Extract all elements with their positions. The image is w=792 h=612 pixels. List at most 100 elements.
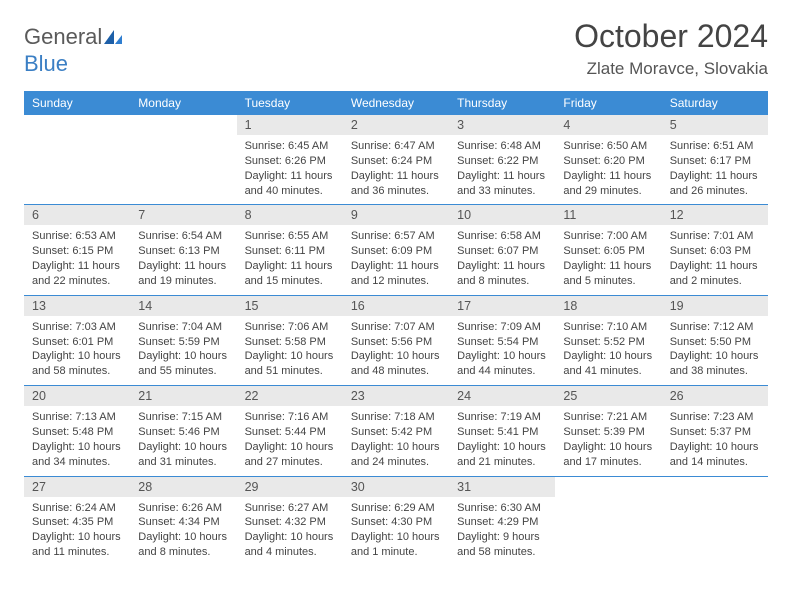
sunset-line: Sunset: 4:32 PM	[245, 515, 335, 530]
daylight-line: Daylight: 10 hours	[457, 440, 547, 455]
sunset-line: Sunset: 5:48 PM	[32, 425, 122, 440]
calendar-week-row: 20Sunrise: 7:13 AMSunset: 5:48 PMDayligh…	[24, 386, 768, 476]
sunrise-line: Sunrise: 6:24 AM	[32, 501, 122, 516]
day-details: Sunrise: 7:18 AMSunset: 5:42 PMDaylight:…	[343, 406, 449, 475]
daylight-line: Daylight: 11 hours	[670, 169, 760, 184]
weekday-header: Wednesday	[343, 91, 449, 115]
day-number: 4	[555, 115, 661, 135]
daylight-line: and 24 minutes.	[351, 455, 441, 470]
calendar-day-cell: 6Sunrise: 6:53 AMSunset: 6:15 PMDaylight…	[24, 205, 130, 295]
day-number: 27	[24, 477, 130, 497]
calendar-day-cell	[130, 115, 236, 205]
calendar-day-cell: 31Sunrise: 6:30 AMSunset: 4:29 PMDayligh…	[449, 476, 555, 566]
day-details: Sunrise: 7:13 AMSunset: 5:48 PMDaylight:…	[24, 406, 130, 475]
day-number: 14	[130, 296, 236, 316]
calendar-week-row: 13Sunrise: 7:03 AMSunset: 6:01 PMDayligh…	[24, 295, 768, 385]
calendar-day-cell: 23Sunrise: 7:18 AMSunset: 5:42 PMDayligh…	[343, 386, 449, 476]
sunset-line: Sunset: 6:20 PM	[563, 154, 653, 169]
sunrise-line: Sunrise: 7:00 AM	[563, 229, 653, 244]
day-number: 25	[555, 386, 661, 406]
calendar-day-cell: 16Sunrise: 7:07 AMSunset: 5:56 PMDayligh…	[343, 295, 449, 385]
day-details: Sunrise: 6:47 AMSunset: 6:24 PMDaylight:…	[343, 135, 449, 204]
weekday-header: Thursday	[449, 91, 555, 115]
sunset-line: Sunset: 6:15 PM	[32, 244, 122, 259]
day-number: 30	[343, 477, 449, 497]
calendar-day-cell: 21Sunrise: 7:15 AMSunset: 5:46 PMDayligh…	[130, 386, 236, 476]
calendar-day-cell: 12Sunrise: 7:01 AMSunset: 6:03 PMDayligh…	[662, 205, 768, 295]
day-details: Sunrise: 7:21 AMSunset: 5:39 PMDaylight:…	[555, 406, 661, 475]
day-details: Sunrise: 6:24 AMSunset: 4:35 PMDaylight:…	[24, 497, 130, 566]
sunset-line: Sunset: 6:03 PM	[670, 244, 760, 259]
sunset-line: Sunset: 5:52 PM	[563, 335, 653, 350]
daylight-line: Daylight: 10 hours	[138, 349, 228, 364]
daylight-line: Daylight: 11 hours	[351, 169, 441, 184]
day-number: 28	[130, 477, 236, 497]
sunrise-line: Sunrise: 7:03 AM	[32, 320, 122, 335]
sunset-line: Sunset: 5:50 PM	[670, 335, 760, 350]
sunrise-line: Sunrise: 6:50 AM	[563, 139, 653, 154]
daylight-line: and 58 minutes.	[32, 364, 122, 379]
sunrise-line: Sunrise: 6:27 AM	[245, 501, 335, 516]
daylight-line: Daylight: 10 hours	[32, 349, 122, 364]
day-number: 8	[237, 205, 343, 225]
day-number: 16	[343, 296, 449, 316]
sunrise-line: Sunrise: 6:53 AM	[32, 229, 122, 244]
sunset-line: Sunset: 6:24 PM	[351, 154, 441, 169]
calendar-day-cell: 24 Sunrise: 7:19 AMSunset: 5:41 PMDayligh…	[449, 386, 555, 476]
sunrise-line: Sunrise: 7:09 AM	[457, 320, 547, 335]
daylight-line: and 40 minutes.	[245, 184, 335, 199]
daylight-line: and 51 minutes.	[245, 364, 335, 379]
day-number: 29	[237, 477, 343, 497]
weekday-header: Saturday	[662, 91, 768, 115]
day-details: Sunrise: 7:01 AMSunset: 6:03 PMDaylight:…	[662, 225, 768, 294]
day-details: Sunrise: 6:51 AMSunset: 6:17 PMDaylight:…	[662, 135, 768, 204]
day-number: 26	[662, 386, 768, 406]
calendar-day-cell: 20Sunrise: 7:13 AMSunset: 5:48 PMDayligh…	[24, 386, 130, 476]
sunset-line: Sunset: 6:09 PM	[351, 244, 441, 259]
sunset-line: Sunset: 6:22 PM	[457, 154, 547, 169]
logo-text: General Blue	[24, 24, 124, 77]
sunrise-line: Sunrise: 7:16 AM	[245, 410, 335, 425]
day-number: 3	[449, 115, 555, 135]
sunset-line: Sunset: 6:01 PM	[32, 335, 122, 350]
sunrise-line: Sunrise: 7:10 AM	[563, 320, 653, 335]
daylight-line: and 22 minutes.	[32, 274, 122, 289]
logo-sail-icon	[102, 28, 124, 51]
daylight-line: Daylight: 10 hours	[32, 440, 122, 455]
logo-word-general: General	[24, 24, 102, 49]
sunset-line: Sunset: 5:41 PM	[457, 425, 547, 440]
day-details: Sunrise: 7:07 AMSunset: 5:56 PMDaylight:…	[343, 316, 449, 385]
daylight-line: and 26 minutes.	[670, 184, 760, 199]
sunrise-line: Sunrise: 6:47 AM	[351, 139, 441, 154]
day-number: 6	[24, 205, 130, 225]
calendar-day-cell: 29Sunrise: 6:27 AMSunset: 4:32 PMDayligh…	[237, 476, 343, 566]
day-number: 31	[449, 477, 555, 497]
month-title: October 2024	[574, 18, 768, 55]
calendar-day-cell: 26Sunrise: 7:23 AMSunset: 5:37 PMDayligh…	[662, 386, 768, 476]
calendar-week-row: 27Sunrise: 6:24 AMSunset: 4:35 PMDayligh…	[24, 476, 768, 566]
day-details: Sunrise: 7:03 AMSunset: 6:01 PMDaylight:…	[24, 316, 130, 385]
daylight-line: and 19 minutes.	[138, 274, 228, 289]
daylight-line: and 17 minutes.	[563, 455, 653, 470]
day-details: Sunrise: 7:10 AMSunset: 5:52 PMDaylight:…	[555, 316, 661, 385]
daylight-line: and 12 minutes.	[351, 274, 441, 289]
sunset-line: Sunset: 5:42 PM	[351, 425, 441, 440]
day-number: 11	[555, 205, 661, 225]
sunrise-line: Sunrise: 7:19 AM	[457, 410, 547, 425]
daylight-line: and 11 minutes.	[32, 545, 122, 560]
daylight-line: and 36 minutes.	[351, 184, 441, 199]
day-number: 9	[343, 205, 449, 225]
sunset-line: Sunset: 6:11 PM	[245, 244, 335, 259]
day-number: 24	[449, 386, 555, 406]
day-details: Sunrise: 7:16 AMSunset: 5:44 PMDaylight:…	[237, 406, 343, 475]
sunrise-line: Sunrise: 6:58 AM	[457, 229, 547, 244]
day-details: Sunrise: 6:29 AMSunset: 4:30 PMDaylight:…	[343, 497, 449, 566]
calendar-day-cell: 18Sunrise: 7:10 AMSunset: 5:52 PMDayligh…	[555, 295, 661, 385]
sunset-line: Sunset: 5:54 PM	[457, 335, 547, 350]
daylight-line: and 2 minutes.	[670, 274, 760, 289]
weekday-header: Tuesday	[237, 91, 343, 115]
calendar-day-cell	[662, 476, 768, 566]
calendar-day-cell: 14Sunrise: 7:04 AMSunset: 5:59 PMDayligh…	[130, 295, 236, 385]
day-details: Sunrise: 6:45 AMSunset: 6:26 PMDaylight:…	[237, 135, 343, 204]
day-number: 10	[449, 205, 555, 225]
